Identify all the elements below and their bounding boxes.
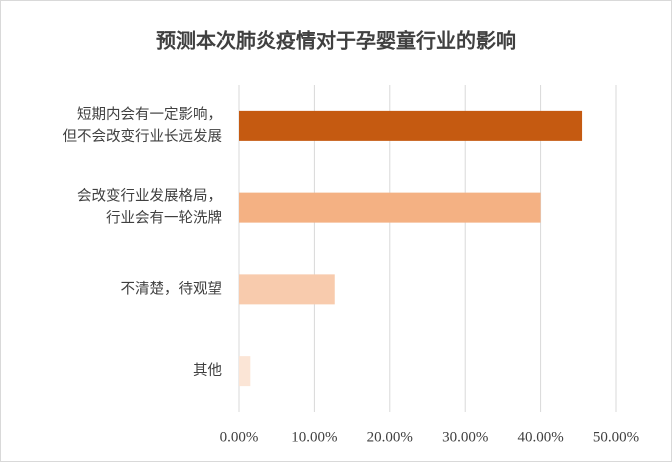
y-tick-label: 其他 — [193, 362, 222, 379]
y-tick-label: 但不会改变行业长远发展 — [63, 128, 223, 145]
bar — [239, 110, 583, 141]
x-tick-label: 0.00% — [220, 429, 259, 445]
bar — [239, 274, 335, 305]
x-tick-label: 30.00% — [442, 429, 488, 445]
bar — [239, 356, 251, 387]
y-tick-label: 行业会有一轮洗牌 — [106, 210, 222, 227]
y-tick-label: 会改变行业发展格局， — [77, 188, 222, 205]
y-tick-label: 短期内会有一定影响， — [77, 106, 222, 123]
chart-title: 预测本次肺炎疫情对于孕婴童行业的影响 — [156, 29, 516, 53]
x-tick-label: 40.00% — [517, 429, 563, 445]
x-tick-label: 20.00% — [367, 429, 413, 445]
y-tick-label: 不清楚，待观望 — [121, 280, 223, 297]
x-tick-label: 50.00% — [593, 429, 639, 445]
x-tick-label: 10.00% — [291, 429, 337, 445]
bar — [239, 192, 541, 223]
